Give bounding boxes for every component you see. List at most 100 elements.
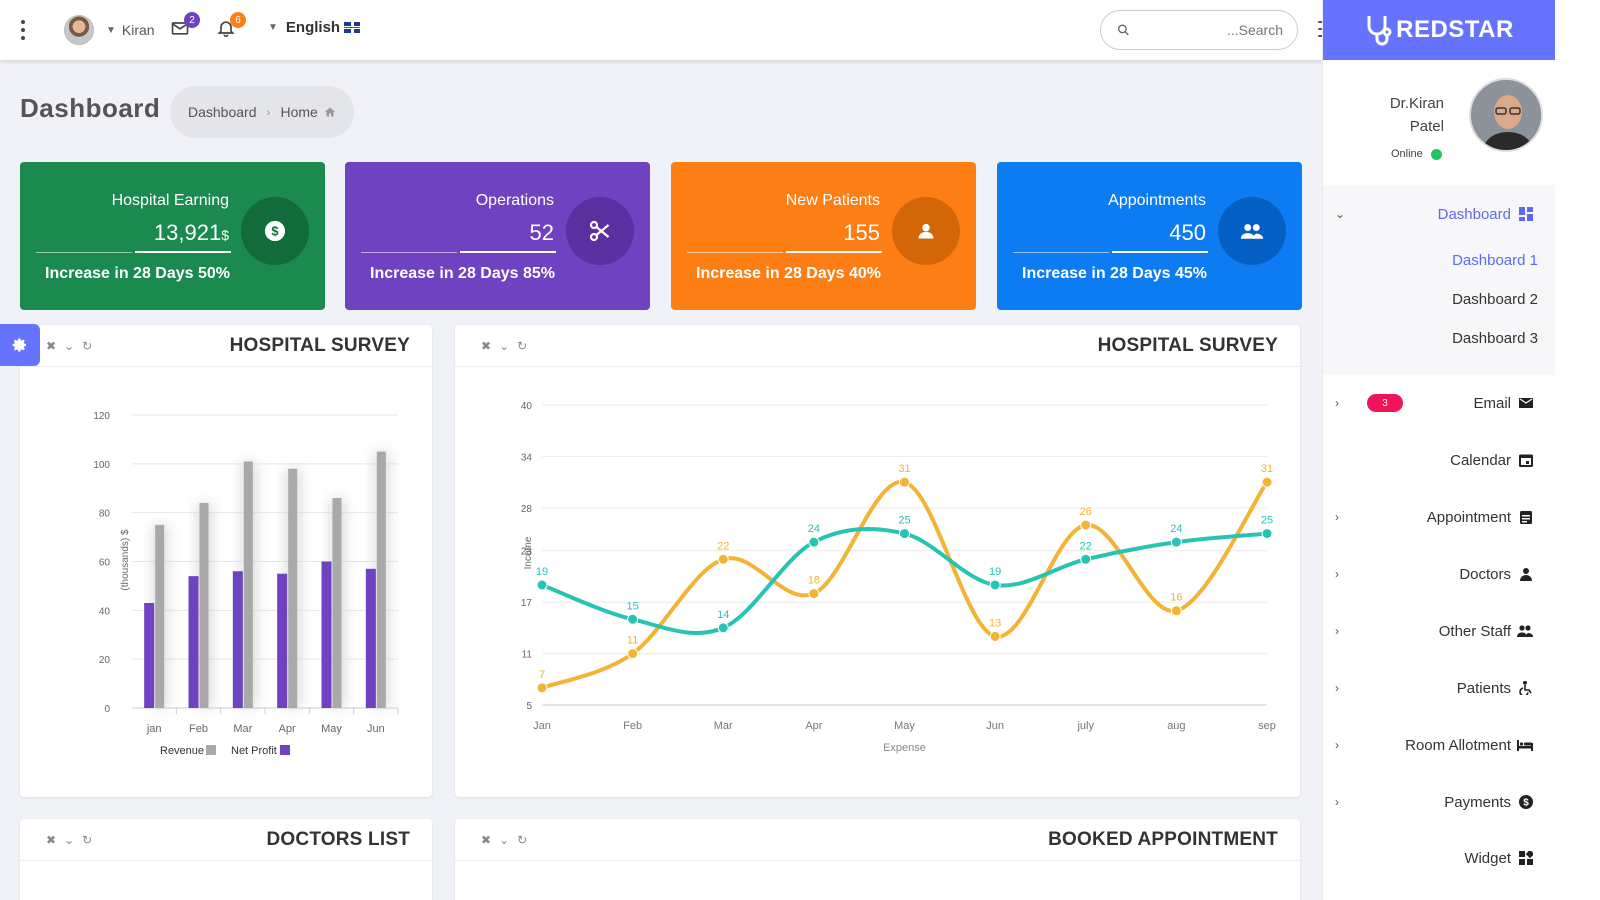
breadcrumb-home[interactable]: Home [280, 104, 318, 120]
sidebar-subitem-dashboard-3[interactable]: Dashboard 3 [1452, 330, 1538, 347]
data-point [627, 613, 639, 625]
close-icon[interactable]: ✖ [481, 833, 492, 847]
y-tick-label: 40 [99, 606, 111, 617]
search-input[interactable] [1129, 22, 1283, 38]
wheelchair-icon [1519, 681, 1532, 695]
bar-revenue [376, 451, 386, 708]
language-selector[interactable]: ▼ English [268, 19, 361, 36]
search-icon[interactable] [1117, 23, 1130, 37]
svg-text:$: $ [1523, 798, 1529, 809]
notification-count-badge: 6 [230, 12, 246, 28]
panel-title: BOOKED APPOINTMENT [1048, 829, 1278, 850]
data-point [1261, 476, 1273, 488]
chevron-right-icon: › [1335, 681, 1339, 695]
collapse-chevron-icon[interactable]: ⌄ [499, 339, 510, 353]
users-icon [1218, 197, 1286, 265]
user-menu[interactable]: ▼ Kiran [64, 15, 155, 45]
sidebar-item-email[interactable]: › 3 Email [1323, 383, 1555, 423]
sidebar-item-appointment[interactable]: › Appointment [1323, 497, 1555, 537]
sidebar-item-widget[interactable]: Widget [1323, 838, 1555, 878]
online-status: Online [1391, 148, 1442, 160]
data-point [989, 630, 1001, 642]
chevron-right-icon: › [1335, 396, 1339, 410]
brand-name: REDSTAR [1396, 16, 1514, 43]
bell-icon [217, 21, 235, 38]
y-tick-label: 11 [522, 650, 533, 661]
sidebar-item-calendar[interactable]: Calendar [1323, 440, 1555, 480]
y-axis-label: (thousands) $ [120, 529, 131, 591]
sidebar-subitem-dashboard-2[interactable]: Dashboard 2 [1452, 291, 1538, 308]
series-line-1 [540, 526, 1269, 636]
mail-button[interactable]: 2 [170, 12, 200, 40]
collapse-chevron-icon[interactable]: ⌄ [499, 833, 510, 847]
x-tick-label: May [894, 720, 915, 732]
stat-footer: Increase in 28 Days 50% [45, 265, 231, 282]
sidebar-item-room-allotment[interactable]: › Room Allotment [1323, 725, 1555, 765]
x-tick-label: Jun [367, 723, 385, 735]
x-tick-label: Apr [279, 723, 296, 735]
data-label: 24 [808, 523, 820, 535]
x-tick-label: Apr [805, 720, 822, 732]
breadcrumb-dashboard[interactable]: Dashboard [188, 104, 257, 120]
bar-net-profit [144, 603, 155, 708]
sidebar-item-doctors[interactable]: › Doctors [1323, 554, 1555, 594]
stat-label: Appointments [1108, 192, 1206, 209]
widget-icon [1519, 851, 1533, 865]
brand-logo[interactable]: REDSTAR [1323, 0, 1555, 60]
x-tick-label: Mar [714, 720, 733, 732]
close-icon[interactable]: ✖ [46, 339, 57, 353]
bar-net-profit [232, 571, 243, 708]
user-icon [892, 197, 960, 265]
data-point [808, 588, 820, 600]
more-options-icon[interactable] [20, 20, 26, 40]
chevron-down-icon: ▼ [268, 22, 278, 33]
stat-label: New Patients [785, 192, 880, 209]
x-tick-label: Mar [233, 723, 252, 735]
data-point [717, 622, 729, 634]
bar-revenue [288, 468, 298, 708]
panel-tools: ✖ ⌄ ↻ [46, 833, 92, 847]
legend-revenue-swatch [206, 745, 216, 755]
close-icon[interactable]: ✖ [481, 339, 492, 353]
y-tick-label: 5 [526, 701, 532, 712]
chevron-right-icon: › [1335, 624, 1339, 638]
data-point [627, 648, 639, 660]
main-content: Dashboard Dashboard › Home Hospital Earn… [0, 60, 1360, 900]
data-label: 18 [808, 575, 820, 587]
clipboard-icon [1520, 511, 1532, 524]
collapse-chevron-icon[interactable]: ⌄ [64, 339, 75, 353]
x-tick-label: Jun [986, 720, 1004, 732]
sidebar-item-patients[interactable]: › Patients [1323, 668, 1555, 708]
series-line-0 [540, 480, 1269, 690]
doctors-list-panel: ✖ ⌄ ↻ DOCTORS LIST [20, 819, 432, 900]
notifications-button[interactable]: 6 [216, 12, 246, 40]
sidebar-item-payments[interactable]: › Payments $ [1323, 782, 1555, 822]
sidebar-item-other-staff[interactable]: › Other Staff [1323, 611, 1555, 651]
legend-revenue-label: Revenue [160, 745, 204, 757]
data-label: 11 [627, 635, 638, 647]
data-label: 15 [627, 600, 639, 612]
home-icon [324, 107, 335, 117]
scissors-icon [566, 197, 634, 265]
data-point [989, 579, 1001, 591]
y-tick-label: 23 [521, 547, 533, 558]
data-point [1170, 605, 1182, 617]
sidebar-item-dashboard[interactable]: ⌄ Dashboard [1323, 194, 1555, 234]
refresh-icon[interactable]: ↻ [517, 339, 528, 353]
refresh-icon[interactable]: ↻ [82, 833, 93, 847]
close-icon[interactable]: ✖ [46, 833, 57, 847]
sidebar-subitem-dashboard-1[interactable]: Dashboard 1 [1452, 252, 1538, 269]
data-point [1080, 553, 1092, 565]
mail-count-badge: 2 [184, 12, 200, 28]
settings-gear-button[interactable] [0, 324, 40, 366]
bar-net-profit [188, 576, 199, 708]
data-label: 19 [989, 566, 1001, 578]
refresh-icon[interactable]: ↻ [517, 833, 528, 847]
collapse-chevron-icon[interactable]: ⌄ [64, 833, 75, 847]
dashboard-grid-icon [1519, 207, 1533, 221]
profile-avatar[interactable] [1469, 78, 1543, 152]
y-tick-label: 120 [93, 411, 110, 422]
refresh-icon[interactable]: ↻ [82, 339, 93, 353]
y-tick-label: 34 [521, 452, 533, 463]
x-tick-label: july [1076, 720, 1094, 732]
